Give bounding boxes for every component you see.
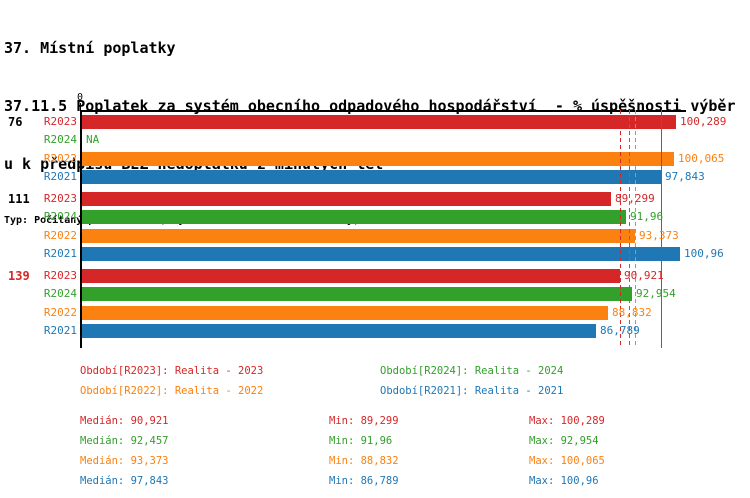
series-label: R2022 [43,229,77,242]
median-line [620,110,621,348]
series-label: R2023 [43,192,77,205]
series-label: R2024 [43,133,77,146]
bar [82,306,608,320]
bar [82,287,632,301]
median-line [629,110,630,348]
stat-median: Medián: 90,921 [80,415,169,427]
bar [82,269,620,283]
series-label: R2024 [43,287,77,300]
x-axis-zero-tick [80,103,81,110]
stat-median: Medián: 93,373 [80,455,169,467]
stat-max: Max: 92,954 [529,435,599,447]
group-label: 139 [8,269,30,283]
bar-value-label: 100,289 [680,115,727,128]
legend-item: Období[R2023]: Realita - 2023 [80,365,264,377]
bar [82,324,596,338]
median-line [635,110,636,348]
chart-area: 0 76 R2023 100,289 R2024 NA R2022 100,065 R2021… [0,93,750,363]
bar-value-label: 92,954 [636,287,676,300]
series-label: R2022 [43,152,77,165]
bar [82,247,680,261]
stat-max: Max: 100,065 [529,455,605,467]
series-label: R2021 [43,324,77,337]
group-label: 76 [8,115,23,129]
bar-value-label: 91,96 [630,210,664,223]
stat-min: Min: 89,299 [329,415,399,427]
series-label: R2021 [43,247,77,260]
median-line [661,110,662,348]
bar [82,229,635,243]
section-title: 37. Místní poplatky [4,39,176,57]
bar [82,152,674,166]
bar [82,210,626,224]
bar [82,115,676,129]
legend-item: Období[R2024]: Realita - 2024 [380,365,564,377]
bar-value-label: 89,299 [615,192,655,205]
stat-min: Min: 86,789 [329,475,399,487]
legend-item: Období[R2022]: Realita - 2022 [80,385,264,397]
legend-item: Období[R2021]: Realita - 2021 [380,385,564,397]
stat-max: Max: 100,289 [529,415,605,427]
x-axis-line [80,110,686,112]
series-label: R2022 [43,306,77,319]
bar-value-label: 93,373 [639,229,679,242]
bar [82,192,611,206]
bar-value-label: 100,065 [678,152,725,165]
bar-value-label: 88,832 [612,306,652,319]
bar-value-label: 100,96 [684,247,724,260]
series-label: R2021 [43,170,77,183]
series-label: R2023 [43,115,77,128]
bar [82,170,661,184]
stat-median: Medián: 92,457 [80,435,169,447]
bar-value-label: 86,789 [600,324,640,337]
stat-median: Medián: 97,843 [80,475,169,487]
stat-min: Min: 91,96 [329,435,393,447]
x-axis-zero-label: 0 [76,92,84,103]
series-label: R2023 [43,269,77,282]
group-label: 111 [8,192,30,206]
stat-max: Max: 100,96 [529,475,599,487]
stat-min: Min: 88,832 [329,455,399,467]
series-label: R2024 [43,210,77,223]
bar-value-label: 97,843 [665,170,705,183]
na-value-label: NA [86,133,100,146]
bar-value-label: 90,921 [624,269,664,282]
y-axis-line [80,110,82,348]
